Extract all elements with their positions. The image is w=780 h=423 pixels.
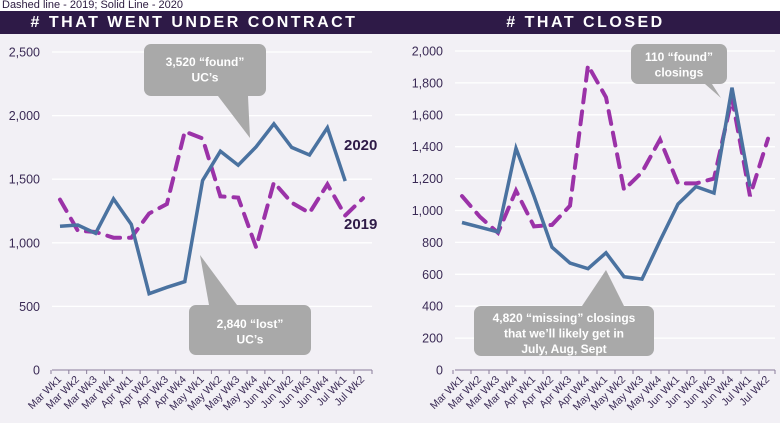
y-tick-label: 600: [422, 268, 443, 282]
callout-box: [144, 44, 266, 96]
callout-pointer: [705, 84, 721, 98]
series-line-2019: [58, 128, 365, 254]
y-tick-label: 1,200: [412, 172, 443, 186]
series-line-2020: [461, 87, 752, 282]
y-tick-label: 500: [19, 300, 40, 314]
legend-note: Dashed line - 2019; Solid Line - 2020: [2, 0, 392, 11]
callout-text: 2,840 “lost”: [217, 317, 284, 331]
banner-divider: [388, 11, 391, 34]
y-tick-label: 1,800: [412, 76, 443, 90]
callout-pointer: [200, 255, 237, 305]
callout: 2,840 “lost” UC’s: [189, 255, 311, 355]
callout: 110 “found” closings: [631, 44, 727, 98]
callout-pointer: [218, 96, 250, 138]
chart-closed: 0 200 400 600 800 1,000 1,200 1,400 1,600 1,800 2,…: [412, 44, 776, 413]
y-tick-label: 200: [422, 332, 443, 346]
y-tick-label: 800: [422, 236, 443, 250]
callout-text: 110 “found”: [645, 50, 713, 64]
series-label-2019: 2019: [344, 216, 377, 233]
callout-box: [189, 305, 311, 355]
callout: 4,820 “missing” closings that we’ll likel…: [474, 270, 654, 356]
y-tick-label: 2,500: [9, 46, 40, 60]
chart-title-under-contract: # THAT WENT UNDER CONTRACT: [0, 11, 388, 34]
y-tick-label: 1,400: [412, 140, 443, 154]
y-tick-label: 1,500: [9, 173, 40, 187]
callout-text: UC’s: [192, 71, 219, 85]
y-tick-label: 2,000: [412, 45, 443, 59]
callout-text: July, Aug, Sept: [521, 342, 606, 356]
y-tick-label: 400: [422, 300, 443, 314]
chart-title-closed: # THAT CLOSED: [391, 11, 780, 34]
y-tick-label: 0: [436, 364, 443, 378]
callout-box: [631, 44, 727, 84]
y-tick-label: 1,000: [9, 236, 40, 250]
callout-text: UC’s: [237, 333, 264, 347]
series-label-2020: 2020: [344, 137, 377, 154]
callout-text: that we’ll likely get in: [504, 327, 624, 341]
callout-pointer: [582, 270, 624, 306]
callout-box: [474, 306, 654, 356]
y-tick-label: 0: [33, 364, 40, 378]
y-tick-label: 1,000: [412, 204, 443, 218]
y-tick-label: 1,600: [412, 108, 443, 122]
callout-text: 3,520 “found”: [166, 55, 245, 69]
callout: 3,520 “found” UC’s: [144, 44, 266, 138]
callout-text: 4,820 “missing” closings: [493, 311, 636, 325]
y-tick-label: 2,000: [9, 109, 40, 123]
callout-text: closings: [655, 66, 704, 80]
series-line-2020: [59, 121, 347, 296]
